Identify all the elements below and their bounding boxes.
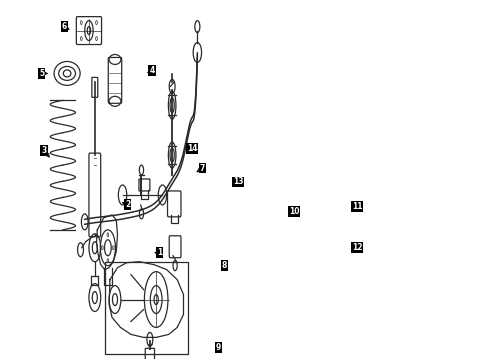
Text: 7: 7 bbox=[200, 163, 205, 172]
Text: 4: 4 bbox=[149, 66, 155, 75]
Text: 6: 6 bbox=[62, 22, 67, 31]
Text: 8: 8 bbox=[221, 261, 227, 270]
Text: 12: 12 bbox=[352, 243, 362, 252]
Text: 3: 3 bbox=[41, 145, 47, 154]
Text: 1: 1 bbox=[157, 248, 162, 257]
Text: 14: 14 bbox=[187, 144, 197, 153]
Text: 10: 10 bbox=[289, 207, 299, 216]
Text: 2: 2 bbox=[125, 201, 130, 210]
Text: 11: 11 bbox=[352, 202, 362, 211]
Text: 13: 13 bbox=[233, 177, 244, 186]
Text: 9: 9 bbox=[216, 343, 221, 352]
Bar bbox=[105, 262, 188, 354]
Text: 5: 5 bbox=[39, 69, 45, 78]
